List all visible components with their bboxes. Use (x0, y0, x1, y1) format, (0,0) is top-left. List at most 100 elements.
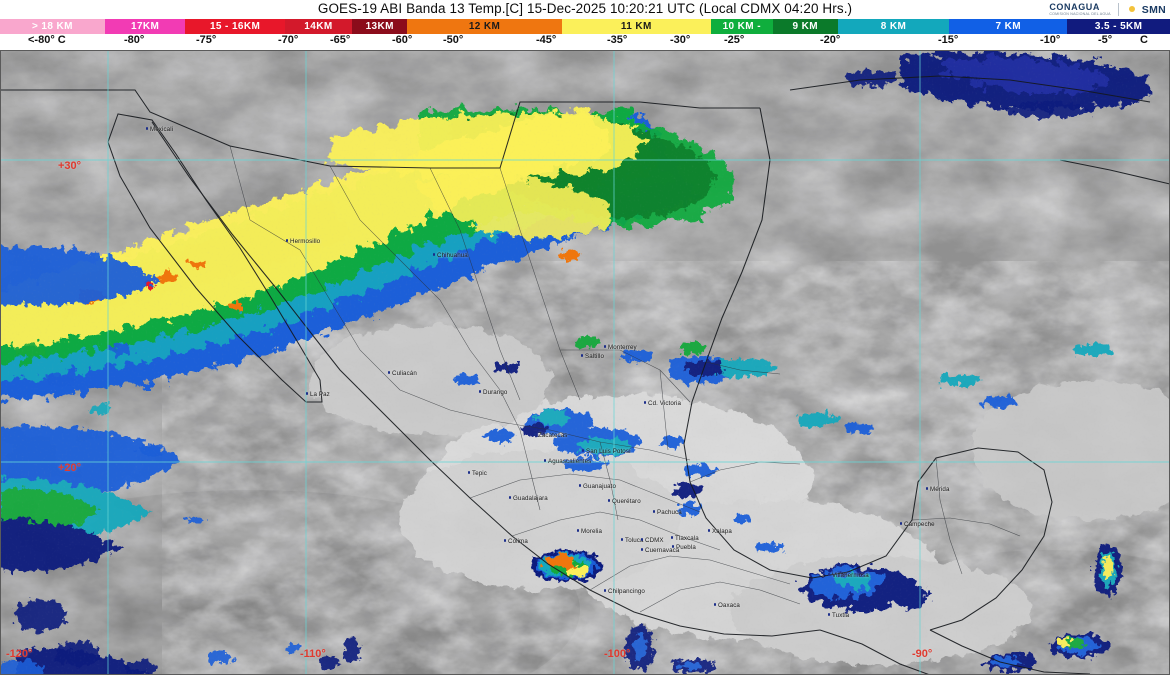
city-label: Toluca (625, 537, 644, 544)
color-scale-tick-label: -50° (443, 34, 464, 46)
city-label: Aguascalientes (548, 458, 592, 465)
city-marker-icon (621, 538, 624, 541)
color-scale-tick-label: -5° (1098, 34, 1113, 46)
city-marker-icon (926, 487, 929, 490)
conagua-logo-sublabel: COMISION NACIONAL DEL AGUA (1049, 11, 1111, 16)
city-label: Mérida (930, 486, 950, 493)
graticule-label: -90° (912, 648, 933, 660)
city-marker-icon (828, 613, 831, 616)
color-scale-tick-label: -20° (820, 34, 841, 46)
city-label: Campeche (904, 521, 935, 528)
city-label: Monterrey (608, 344, 637, 351)
city-marker-icon (641, 538, 644, 541)
city-marker-icon (306, 392, 309, 395)
color-scale-segment: 7 KM (949, 19, 1068, 34)
city-label: Cuernavaca (645, 547, 680, 554)
city-marker-icon (534, 433, 537, 436)
color-scale-segment: 8 KM (837, 19, 950, 34)
city-marker-icon (579, 484, 582, 487)
smn-logo-label: SMN (1141, 3, 1166, 16)
color-scale-segment: 9 KM (772, 19, 838, 34)
city-label: Chihuahua (437, 252, 468, 259)
city-marker-icon (828, 573, 831, 576)
city-label: La Paz (310, 391, 330, 398)
color-scale-tick-label: -15° (938, 34, 959, 46)
conagua-logo: CONAGUA COMISION NACIONAL DEL AGUA (1033, 1, 1111, 17)
city-marker-icon (577, 529, 580, 532)
city-marker-icon (604, 345, 607, 348)
color-scale-tick-label: -80° (124, 34, 145, 46)
color-scale-segment: 13KM (352, 19, 408, 34)
map-canvas (0, 50, 1170, 675)
color-scale-segment: 17KM (104, 19, 186, 34)
city-label: Durango (483, 389, 508, 396)
satellite-map[interactable]: +30° +20° -120° -110° -100° -90° Mexicali Herm… (0, 50, 1170, 675)
city-label: Xalapa (712, 528, 732, 535)
city-label: Chilpancingo (608, 588, 645, 595)
color-scale-segment: 10 KM - (710, 19, 773, 34)
city-marker-icon (286, 239, 289, 242)
color-scale-tick-label: -25° (724, 34, 745, 46)
color-scale-bar: > 18 KM 17KM 15 - 16KM 14KM 13KM 12 KM 11 KM 10… (0, 19, 1170, 34)
city-label: Guanajuato (583, 483, 616, 490)
color-scale-segment: 15 - 16KM (185, 19, 285, 34)
city-label: Cd. Victoria (648, 400, 682, 407)
city-label: Oaxaca (718, 602, 740, 609)
color-scale-segment: 11 KM (561, 19, 711, 34)
color-scale-segment: 3.5 - 5KM (1067, 19, 1170, 34)
city-marker-icon (672, 545, 675, 548)
color-scale-tick-label: -75° (196, 34, 217, 46)
city-label: Tepic (472, 470, 487, 477)
city-label: Villahermosa (832, 572, 869, 579)
city-marker-icon (146, 127, 149, 130)
water-drop-icon (1033, 3, 1046, 16)
city-label: Querétaro (612, 498, 641, 505)
city-label: Colima (508, 538, 528, 545)
city-marker-icon (468, 471, 471, 474)
bottom-margin (0, 675, 1170, 685)
city-label: Guadalajara (513, 495, 548, 502)
city-marker-icon (608, 499, 611, 502)
city-marker-icon (644, 401, 647, 404)
graticule-label: -110° (300, 648, 326, 660)
page-title: GOES-19 ABI Banda 13 Temp.[C] 15-Dec-202… (317, 1, 853, 16)
color-scale-tick-label: -45° (536, 34, 557, 46)
city-marker-icon (433, 253, 436, 256)
city-label: Saltillo (585, 353, 605, 360)
color-scale-tick-label: C (1140, 34, 1148, 46)
city-marker-icon (604, 589, 607, 592)
agency-logos: CONAGUA COMISION NACIONAL DEL AGUA SMN (1033, 1, 1166, 18)
city-label: Zacatecas (538, 432, 568, 439)
color-scale-tick-label: -65° (330, 34, 351, 46)
city-marker-icon (653, 510, 656, 513)
color-scale-segment: 14KM (284, 19, 353, 34)
graticule-label: +30° (58, 160, 82, 172)
city-label: CDMX (645, 537, 664, 544)
city-label: San Luis Potosí (586, 448, 631, 455)
graticule-label: +20° (58, 462, 82, 474)
city-marker-icon (388, 371, 391, 374)
city-marker-icon (504, 539, 507, 542)
city-marker-icon (581, 354, 584, 357)
smn-emblem-icon (1126, 3, 1139, 16)
city-marker-icon (509, 496, 512, 499)
city-marker-icon (900, 522, 903, 525)
city-marker-icon (641, 548, 644, 551)
city-marker-icon (479, 390, 482, 393)
city-label: Mexicali (150, 126, 174, 133)
color-scale-tick-label: -60° (392, 34, 413, 46)
conagua-logo-label: CONAGUA (1049, 1, 1101, 12)
city-label: Morelia (581, 528, 602, 535)
city-marker-icon (714, 603, 717, 606)
color-scale-segment: 12 KM (407, 19, 562, 34)
graticule-label: -100° (604, 648, 631, 660)
color-scale-tick-label: -10° (1040, 34, 1061, 46)
city-label: Tuxtla (832, 612, 850, 619)
city-label: Tlaxcala (675, 535, 699, 542)
city-marker-icon (671, 536, 674, 539)
color-scale-tick-label: -30° (670, 34, 691, 46)
header: GOES-19 ABI Banda 13 Temp.[C] 15-Dec-202… (0, 0, 1170, 50)
color-scale-segment: > 18 KM (0, 19, 105, 34)
city-label: Culiacán (392, 370, 417, 377)
